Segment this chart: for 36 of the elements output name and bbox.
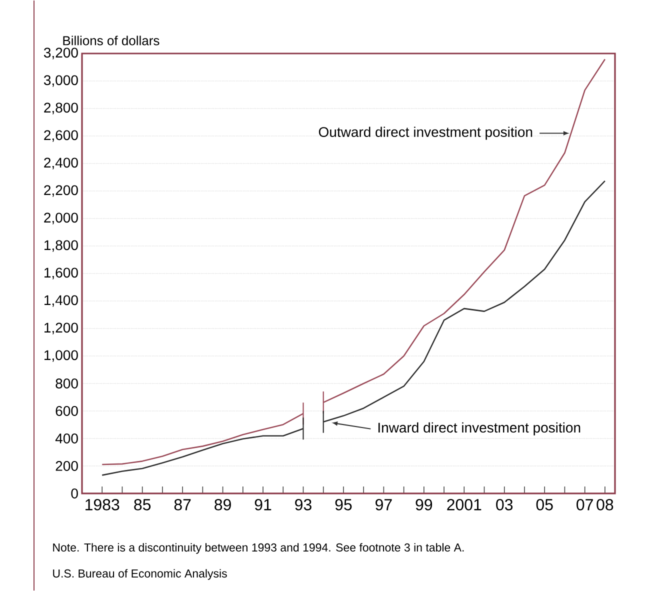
y-tick-label: 0 xyxy=(71,488,78,498)
x-tick-label: 85 xyxy=(134,499,151,510)
x-tick-label: 87 xyxy=(174,499,191,510)
legend-label: Inward direct investment position xyxy=(378,422,580,436)
x-tick-label: 2001 xyxy=(447,499,482,510)
y-tick-label: 3,200 xyxy=(44,48,78,60)
y-tick-label: 1,800 xyxy=(44,240,78,252)
x-tick-label: 97 xyxy=(376,499,392,510)
text: U.S. Bureau of Economic Analysis xyxy=(53,569,227,580)
y-tick-label: 600 xyxy=(56,406,78,416)
y-tick-label: 200 xyxy=(56,461,78,471)
x-tick-label: 03 xyxy=(496,499,513,510)
y-tick-label: 2,600 xyxy=(44,130,78,142)
y-axis-title: Billions of dollars xyxy=(63,36,160,46)
x-tick-label: 93 xyxy=(295,499,312,510)
x-tick-label: 95 xyxy=(335,499,352,510)
y-tick-label: 400 xyxy=(55,434,78,444)
x-tick-label: 05 xyxy=(536,499,553,510)
x-tick-label: 08 xyxy=(596,499,614,510)
y-tick-label: 1,400 xyxy=(44,295,78,307)
y-tick-label: 1,200 xyxy=(44,322,78,334)
y-tick-label: 2,400 xyxy=(44,158,78,170)
text: Outward direct investment position xyxy=(318,126,532,140)
x-tick-label: 1983 xyxy=(86,499,120,510)
y-tick-label: 2,800 xyxy=(44,102,78,114)
y-tick-label: 1,000 xyxy=(44,350,78,362)
y-tick-label: 2,000 xyxy=(44,212,78,224)
y-tick-label: 2,200 xyxy=(44,185,78,197)
x-tick-label: 89 xyxy=(214,499,231,510)
x-tick-label: 99 xyxy=(416,499,432,510)
text: Note. There is a discontinuity between 1993 and 1994. See footnote 3 in table A. xyxy=(53,543,464,554)
y-tick-label: 3,000 xyxy=(44,75,78,87)
x-tick-label: 07 xyxy=(576,499,593,510)
x-tick-label: 91 xyxy=(254,499,272,510)
y-tick-label: 800 xyxy=(56,378,78,388)
y-tick-label: 1,600 xyxy=(44,268,78,280)
